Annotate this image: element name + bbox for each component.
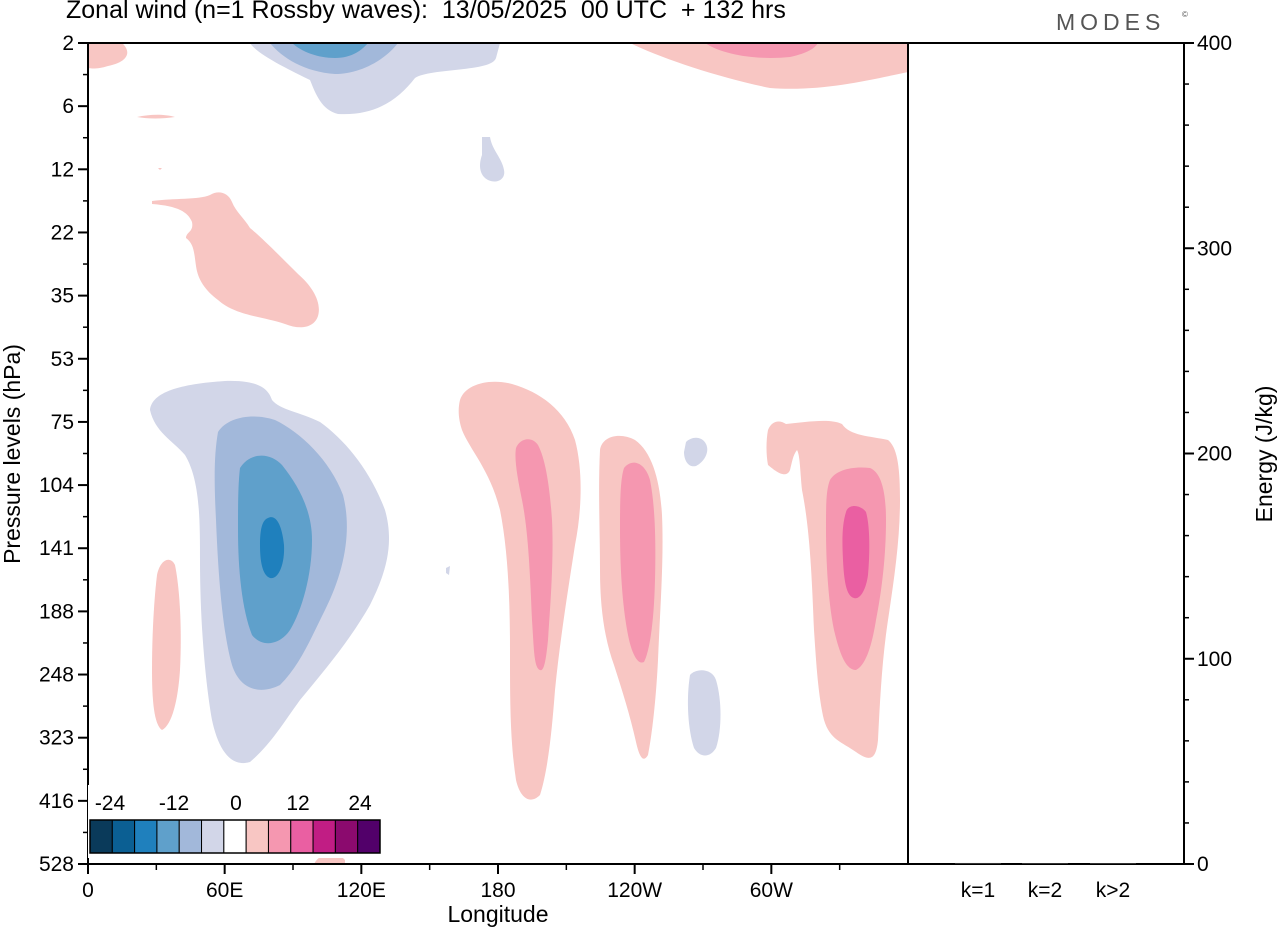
colorbar-swatch: [334, 819, 359, 854]
pressure-tick-label: 104: [39, 474, 74, 497]
energy-panel-frame: [907, 42, 1185, 865]
contour-region-stratosphere-positive: [152, 192, 319, 328]
colorbar-swatch: [178, 819, 203, 854]
contour-region-main-negative: [150, 380, 390, 764]
y-axis-title: Pressure levels (hPa): [0, 344, 25, 564]
brand-logo: MODES: [1056, 9, 1166, 35]
pressure-tick-label: 12: [51, 158, 74, 181]
chart-title: Zonal wind (n=1 Rossby waves): 13/05/202…: [66, 0, 786, 24]
pressure-tick-label: 75: [51, 411, 74, 434]
colorbar-label: 0: [230, 792, 242, 815]
energy-axis-title: Energy (J/kg): [1251, 386, 1277, 523]
pressure-tick-label: 141: [39, 537, 74, 560]
colorbar-frame: [89, 819, 381, 854]
energy-bars: k=1 k=2 k>2: [955, 862, 1136, 902]
brand-copyright-mark: ©: [1182, 10, 1188, 19]
colorbar-legend: -24 -12 0 12 24: [88, 785, 382, 858]
pressure-tick-label: 188: [39, 600, 74, 623]
pressure-tick-label: 323: [39, 727, 74, 750]
colorbar-swatch: [312, 819, 336, 854]
energy-category-label: k>2: [1096, 879, 1130, 902]
colorbar-swatch: [267, 819, 292, 854]
contour-region-positive-120W: [599, 435, 663, 759]
energy-tick-label: 200: [1197, 443, 1232, 466]
colorbar-swatch: [357, 819, 381, 854]
energy-tick-label: 400: [1197, 32, 1232, 55]
colorbar-label: 12: [286, 792, 309, 815]
colorbar-swatch: [89, 819, 113, 854]
colorbar-swatch: [134, 819, 158, 854]
energy-axis: 0 100 200 300 400: [1184, 32, 1232, 876]
longitude-tick-label: 180: [480, 879, 515, 902]
energy-bar: [1090, 863, 1136, 864]
energy-tick-label: 300: [1197, 237, 1232, 260]
longitude-axis: 0 60E 120E 180 120W 60W: [82, 864, 841, 902]
energy-category-label: k=2: [1028, 879, 1062, 902]
colorbar-label: 24: [348, 792, 372, 815]
pressure-tick-label: 22: [51, 221, 74, 244]
colorbar-swatch: [201, 819, 225, 854]
contour-plot: [88, 43, 908, 864]
pressure-tick-label: 35: [51, 285, 74, 308]
longitude-tick-label: 60W: [750, 879, 793, 902]
contour-region-top-left-edge-positive: [88, 43, 128, 69]
longitude-tick-label: 120E: [337, 879, 386, 902]
energy-bar: [1022, 863, 1068, 864]
colorbar-swatch: [245, 819, 269, 854]
longitude-tick-label: 60E: [206, 879, 243, 902]
x-axis-title: Longitude: [447, 901, 548, 927]
pressure-tick-label: 528: [39, 853, 74, 876]
colorbar-label: -24: [95, 792, 126, 815]
longitude-tick-label: 120W: [607, 879, 662, 902]
colorbar-label: -12: [159, 792, 189, 815]
contour-small-features: [137, 114, 505, 182]
colorbar-swatch: [156, 819, 180, 854]
pressure-tick-label: 2: [62, 32, 74, 55]
pressure-tick-label: 248: [39, 664, 74, 687]
contour-region-positive-160W: [458, 381, 581, 800]
pressure-tick-label: 6: [62, 95, 74, 118]
pressure-tick-label: 53: [51, 348, 74, 371]
pressure-axis: 2 6 12 22 35 53 75 104 141 188 248 323 416 528: [39, 32, 88, 876]
contour-region-negative-100W: [446, 437, 721, 756]
contour-region-top-right-positive: [630, 43, 908, 89]
pressure-tick-label: 416: [39, 790, 74, 813]
energy-tick-label: 100: [1197, 648, 1232, 671]
energy-bar: [955, 862, 1001, 864]
contour-region-top-left-negative: [250, 43, 500, 115]
contour-region-left-positive: [152, 559, 181, 730]
colorbar-swatch: [111, 819, 136, 854]
colorbar-swatch: [290, 819, 314, 854]
energy-tick-label: 0: [1197, 853, 1209, 876]
contour-region-positive-30W: [766, 420, 900, 758]
energy-category-label: k=1: [961, 879, 995, 902]
longitude-tick-label: 0: [82, 879, 94, 902]
colorbar-swatch: [223, 819, 247, 854]
